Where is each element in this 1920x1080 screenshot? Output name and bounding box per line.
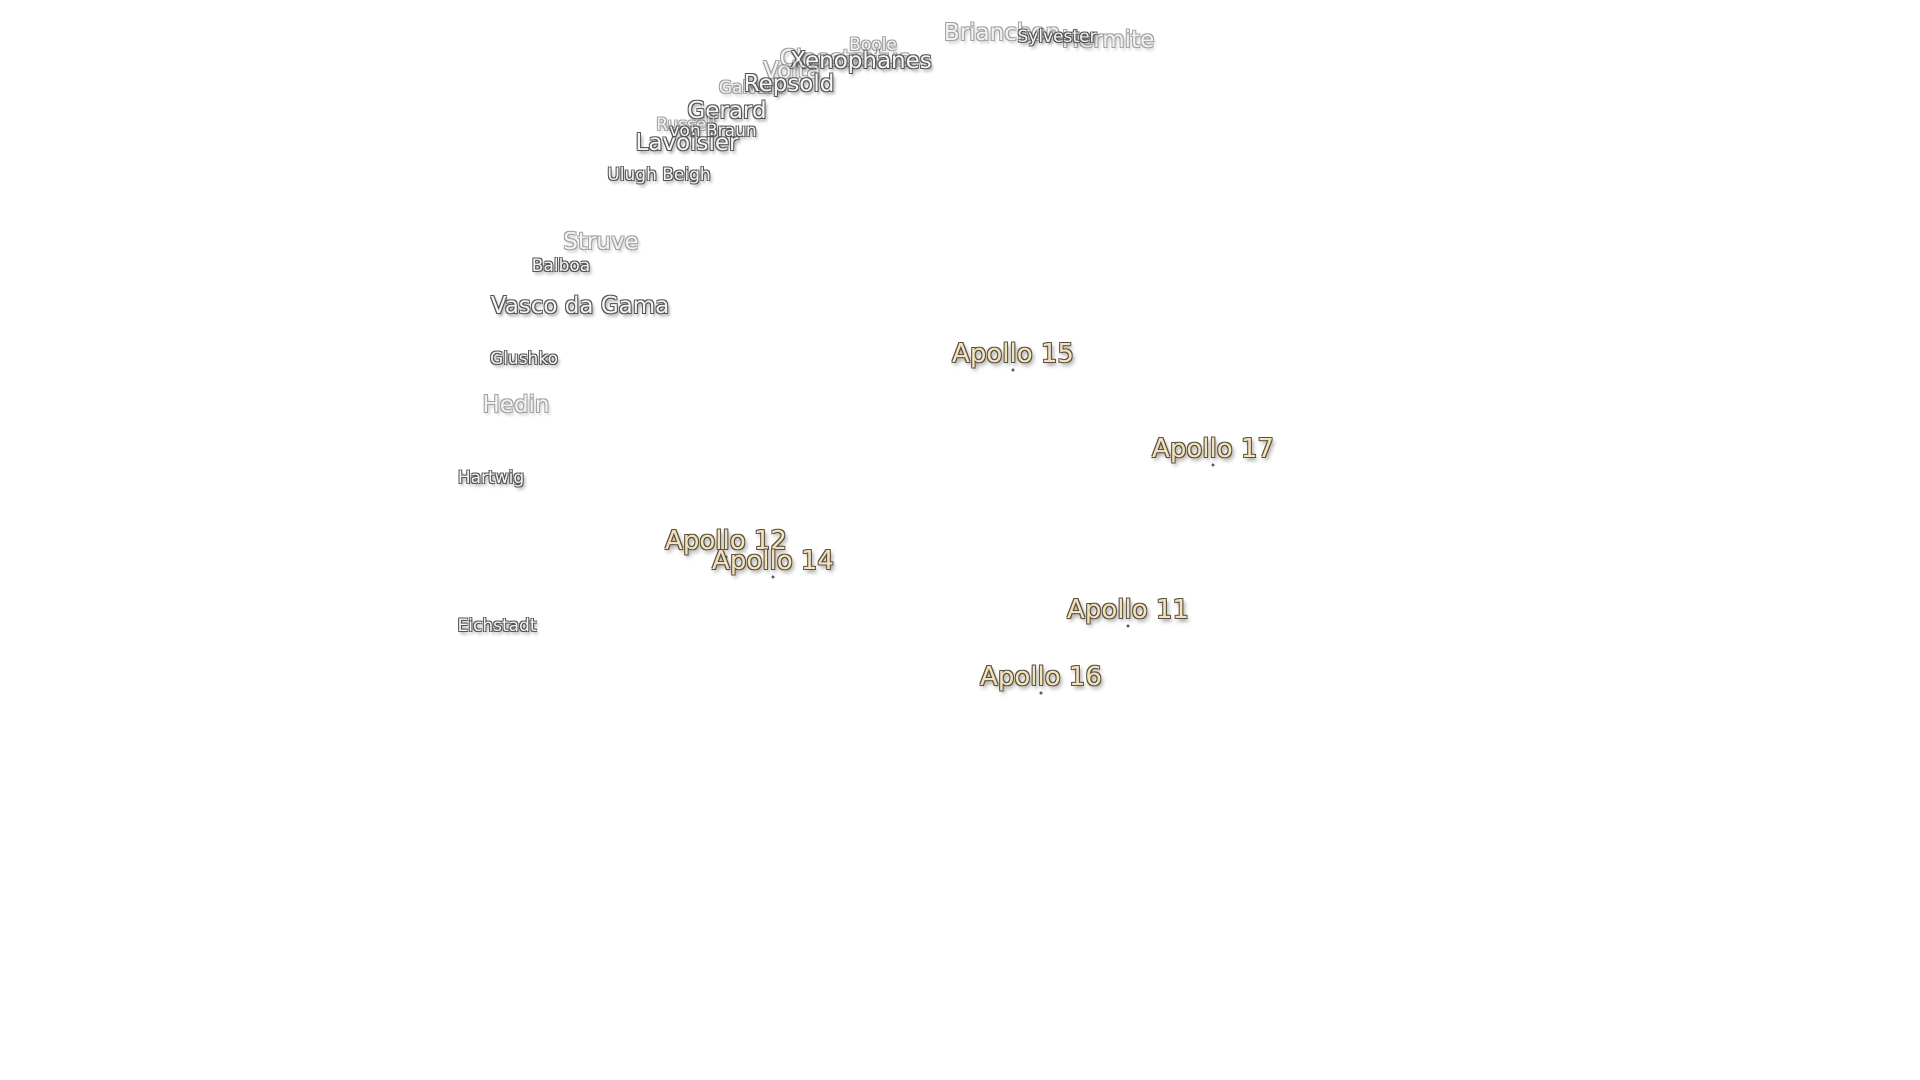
crater-label: Galvani [718, 78, 784, 98]
crater-label: Eichstadt [457, 616, 537, 636]
landing-site-label: Apollo 15 [952, 339, 1074, 369]
crater-label: Cleostratus [779, 46, 911, 72]
crater-label: Volta [763, 58, 821, 84]
landing-site-marker [1126, 624, 1130, 628]
crater-label: Brianchon [943, 20, 1061, 46]
crater-label: Gerard [687, 98, 767, 124]
crater-label: Glushko [490, 349, 558, 369]
crater-label: Repsold [743, 71, 835, 97]
crater-label: Ulugh Beigh [607, 165, 711, 185]
crater-label: Sylvester [1017, 27, 1097, 47]
crater-label: Xenophanes [790, 48, 932, 74]
crater-label: Vasco da Gama [490, 293, 670, 319]
landing-site-label: Apollo 17 [1152, 434, 1274, 464]
landing-site-marker [1039, 691, 1043, 695]
landing-site-marker [724, 555, 728, 559]
landing-site-label: Apollo 12 [665, 526, 787, 556]
landing-site-marker [771, 575, 775, 579]
landing-site-label: Apollo 16 [980, 662, 1102, 692]
crater-label: Hermite [1061, 27, 1155, 53]
crater-label: Struve [563, 229, 639, 255]
crater-label: Hartwig [457, 468, 525, 488]
landing-site-label: Apollo 11 [1067, 595, 1189, 625]
crater-label: Hedin [482, 392, 550, 418]
landing-site-marker [1011, 368, 1015, 372]
landing-site-marker [1211, 463, 1215, 467]
crater-label: Russell [656, 115, 716, 135]
crater-label: von Braun [669, 121, 757, 141]
crater-label: Lavoisier [635, 130, 739, 156]
crater-label: Balboa [531, 256, 591, 276]
landing-site-label: Apollo 14 [712, 546, 834, 576]
crater-label: Boole [849, 35, 897, 55]
